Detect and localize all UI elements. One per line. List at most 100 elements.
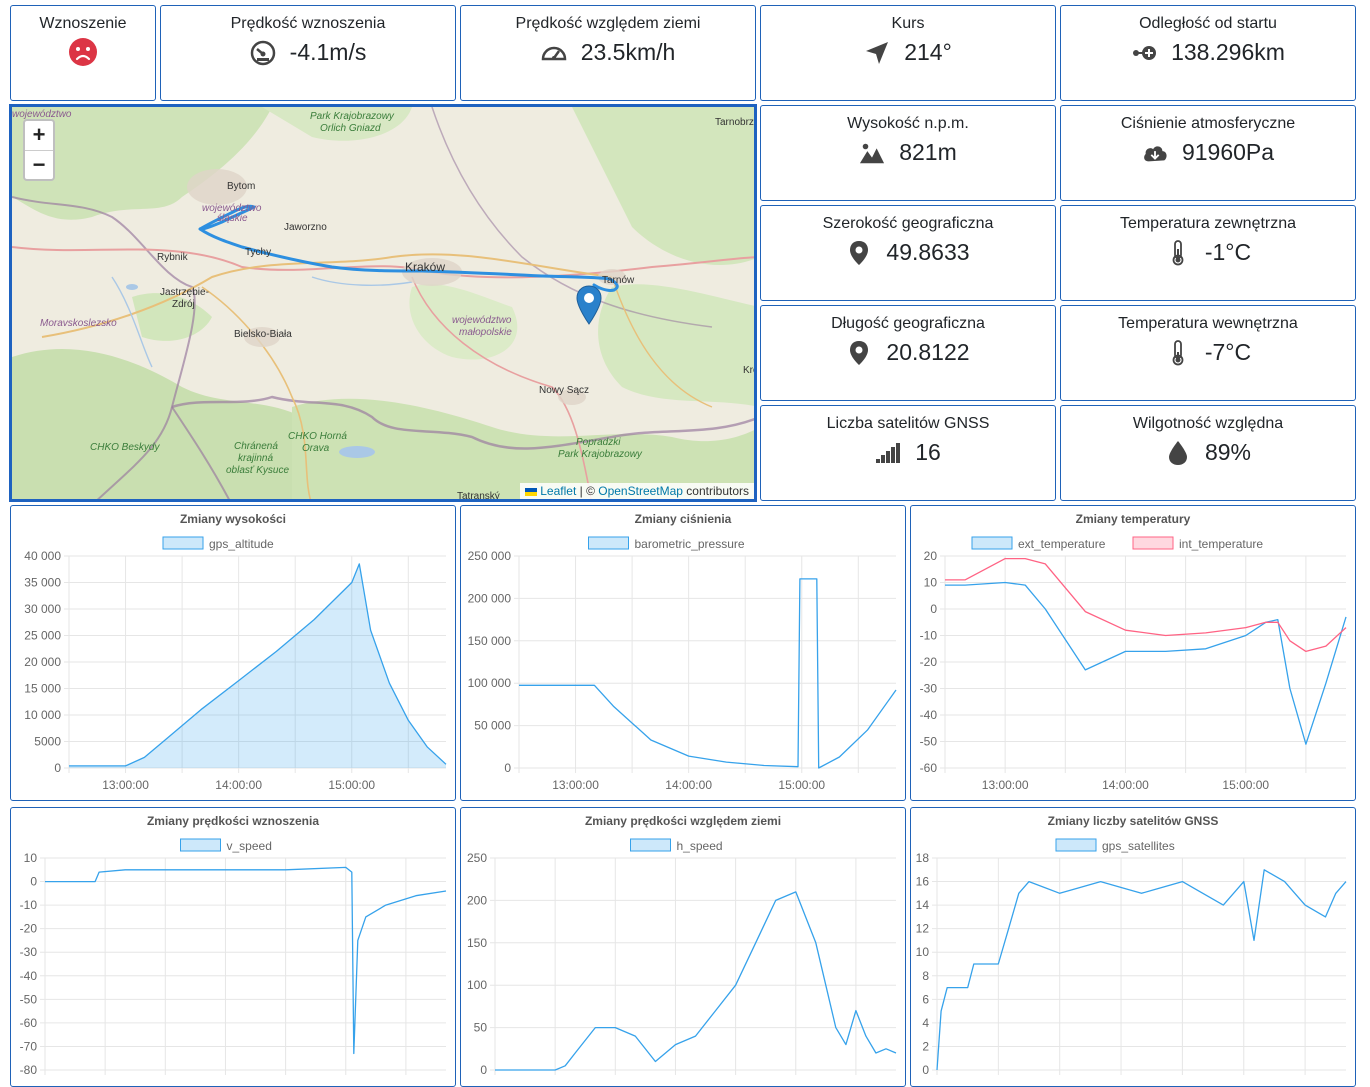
map-label: Zdrój [172, 299, 195, 310]
stat-title: Temperatura wewnętrzna [1118, 315, 1298, 332]
y-tick-label: 25 000 [24, 629, 61, 643]
x-tick-label: 13:00:00 [552, 778, 599, 792]
y-tick-label: -60 [20, 1016, 38, 1030]
gauge-icon [250, 40, 276, 66]
stat-title: Wysokość n.p.m. [847, 115, 969, 132]
stat-value: 16 [915, 439, 941, 465]
y-tick-label: -10 [920, 629, 938, 643]
y-tick-label: -60 [920, 761, 938, 775]
legend-label: gps_altitude [209, 537, 274, 551]
thermometer-icon [1165, 339, 1191, 366]
speedometer-icon [541, 40, 567, 66]
y-tick-label: -30 [20, 945, 38, 959]
y-tick-label: 0 [504, 761, 511, 775]
stat-title: Kurs [891, 15, 925, 32]
x-tick-label: 15:00:00 [1222, 778, 1269, 792]
stat-distance: Odległość od startu 138.296km [1060, 5, 1356, 101]
y-tick-label: 0 [930, 602, 937, 616]
series-line-gps_satellites [936, 869, 1347, 1071]
legend-swatch [162, 536, 204, 550]
stat-title: Długość geograficzna [831, 315, 985, 332]
map-marker-icon[interactable] [576, 285, 602, 325]
y-tick-label: -20 [20, 922, 38, 936]
map-pin-icon [846, 340, 872, 366]
stat-external-temperature: Temperatura zewnętrzna -1°C [1060, 205, 1356, 301]
series-area [69, 563, 446, 768]
y-tick-label: 20 [924, 549, 938, 563]
y-tick-label: 10 [916, 945, 930, 959]
ground-speed-chart: Zmiany prędkości względem ziemi h_speed 0… [460, 807, 906, 1087]
cloud-download-icon [1142, 140, 1168, 166]
zoom-control: + − [23, 119, 55, 181]
series-line-gps_altitude [69, 563, 447, 767]
legend-label: v_speed [227, 839, 272, 853]
y-tick-label: 15 000 [24, 682, 61, 696]
y-tick-label: 0 [54, 761, 61, 775]
y-tick-label: -10 [20, 898, 38, 912]
stat-title: Wznoszenie [39, 15, 127, 32]
map-label: CHKO Horná [288, 431, 347, 442]
zoom-out-button[interactable]: − [25, 150, 53, 179]
map-label: Rybnik [157, 252, 188, 263]
stat-value: -4.1m/s [289, 39, 367, 65]
chart-canvas: barometric_pressure 0 50 000 100 000 150 000… [468, 536, 897, 792]
map-label: Tarnobrz [715, 117, 754, 128]
osm-link[interactable]: OpenStreetMap [598, 484, 683, 498]
stat-value: 89% [1204, 439, 1252, 465]
y-tick-label: 150 [467, 936, 487, 950]
temperature-chart: Zmiany temperatury ext_temperature int_te… [910, 505, 1356, 801]
y-tick-label: 50 000 [474, 719, 511, 733]
stat-course: Kurs 214° [760, 5, 1056, 101]
flight-map[interactable]: województwo Park Krajobrazowy Orlich Gni… [9, 104, 757, 502]
stat-humidity: Wilgotność względna 89% [1060, 405, 1356, 501]
chart-canvas: ext_temperature int_temperature -60 -50 -40 -… [920, 536, 1347, 792]
leaflet-link[interactable]: Leaflet [540, 484, 577, 498]
x-tick-label: 14:00:00 [215, 778, 262, 792]
series-line-v_speed [45, 866, 447, 1055]
zoom-in-button[interactable]: + [32, 122, 46, 147]
chart-title: Zmiany wysokości [179, 512, 287, 526]
map-label: Park Krajobrazowy [310, 111, 394, 122]
map-label: Popradzki [576, 437, 621, 448]
x-tick-label: 14:00:00 [665, 778, 712, 792]
stat-title: Ciśnienie atmosferyczne [1120, 115, 1296, 132]
chart-canvas: v_speed -80 -70 -60 -50 -40 -30 -20 -10 0 10 [20, 838, 447, 1077]
map-label: Jaworzno [284, 222, 327, 233]
map-label: Bielsko-Biała [234, 329, 292, 340]
y-tick-label: 30 000 [24, 602, 61, 616]
map-label: Tatranský [457, 491, 500, 502]
stat-value: -7°C [1204, 339, 1252, 365]
stat-title: Wilgotność względna [1132, 415, 1284, 432]
y-tick-label: 5000 [34, 735, 61, 749]
legend-swatch [630, 838, 671, 852]
y-tick-label: 20 000 [24, 655, 61, 669]
y-tick-label: 200 [467, 893, 487, 907]
y-tick-label: 2 [922, 1039, 929, 1053]
legend-label: ext_temperature [1018, 537, 1106, 551]
mountain-icon [859, 140, 885, 166]
x-tick-label: 14:00:00 [1102, 778, 1149, 792]
map-label: Chránená [234, 441, 278, 452]
water-drop-icon [1165, 440, 1191, 466]
y-tick-label: 100 000 [468, 676, 512, 690]
map-label: Orlich Gniazd [320, 123, 381, 134]
satellites-chart: Zmiany liczby satelitów GNSS gps_satelli… [910, 807, 1356, 1087]
series-line-ext_temperature [945, 581, 1347, 745]
legend-swatch [971, 536, 1013, 550]
map-label: Kraków [405, 260, 446, 274]
stat-title: Odległość od startu [1139, 15, 1277, 32]
stat-title: Liczba satelitów GNSS [826, 415, 990, 432]
y-tick-label: 40 000 [24, 549, 61, 563]
map-label: Kro [743, 365, 754, 376]
stat-title: Szerokość geograficzna [822, 215, 994, 232]
stat-ascent: Wznoszenie [10, 5, 156, 101]
x-tick-label: 13:00:00 [102, 778, 149, 792]
stat-title: Temperatura zewnętrzna [1119, 215, 1297, 232]
stat-value: 20.8122 [886, 339, 970, 365]
location-arrow-icon [864, 40, 890, 66]
map-tiles [12, 107, 754, 499]
y-tick-label: 0 [30, 875, 37, 889]
y-tick-label: 0 [922, 1063, 929, 1077]
legend-label: h_speed [677, 839, 723, 853]
pressure-chart: Zmiany ciśnienia barometric_pressure 0 50 … [460, 505, 906, 801]
